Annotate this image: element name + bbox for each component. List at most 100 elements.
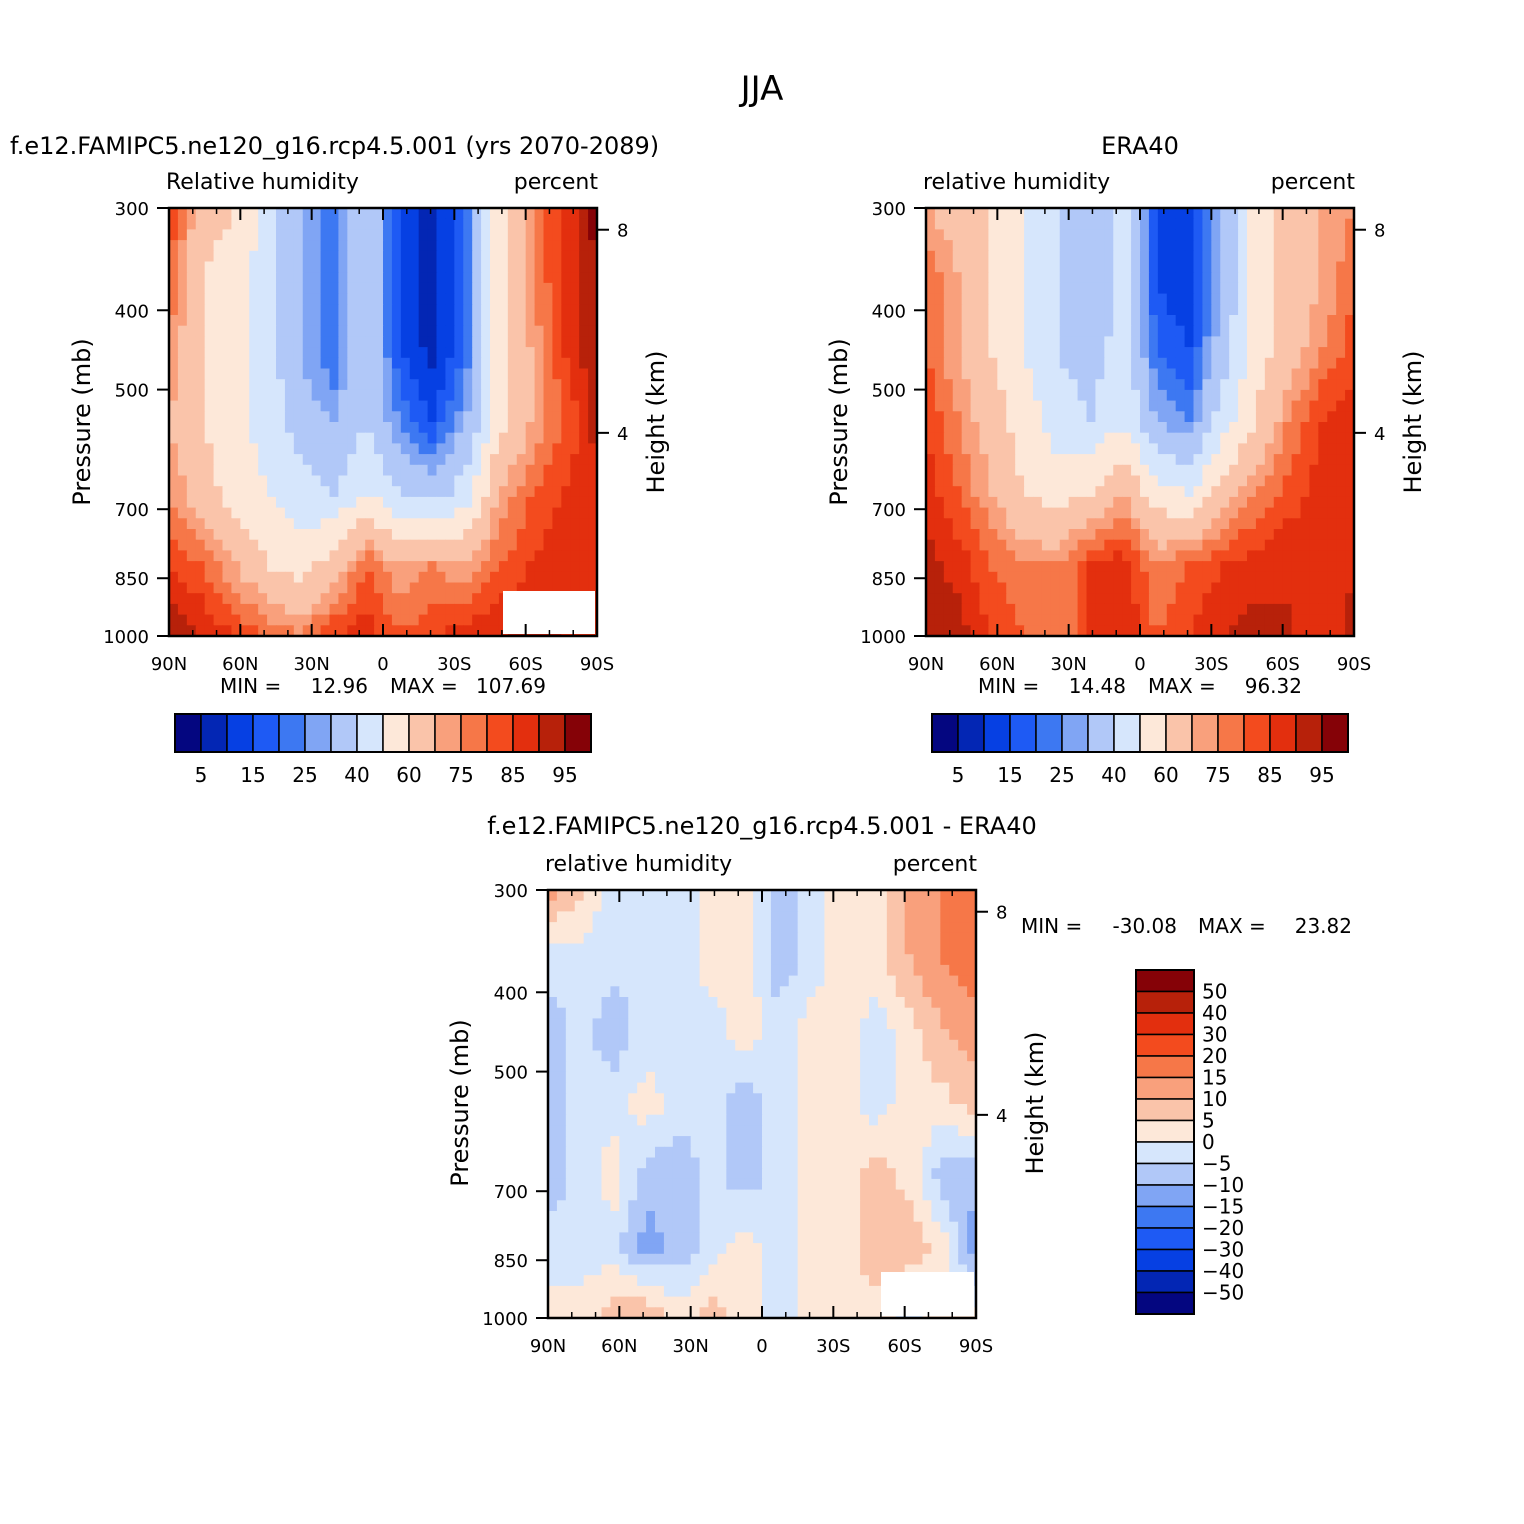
- obs-contour-cell: [1122, 571, 1132, 584]
- model-contour-cell: [427, 336, 438, 348]
- obs-contour-cell: [1345, 304, 1355, 316]
- model-contour-cell: [418, 400, 429, 412]
- obs-contour-cell: [1202, 464, 1212, 477]
- obs-contour-cell: [1033, 496, 1043, 509]
- model-contour-cell: [213, 208, 224, 220]
- obs-contour-cell: [1015, 368, 1025, 380]
- model-contour-cell: [249, 368, 259, 380]
- model-contour-cell: [258, 357, 268, 370]
- obs-contour-cell: [1184, 529, 1195, 541]
- model-contour-cell: [391, 304, 402, 316]
- diff-contour-cell: [762, 986, 772, 998]
- model-contour-cell: [418, 475, 429, 487]
- obs-contour-cell: [1086, 496, 1097, 509]
- model-colorbar-box: [356, 713, 384, 753]
- model-contour-cell: [267, 603, 277, 616]
- model-contour-cell: [454, 539, 464, 551]
- model-contour-cell: [391, 336, 402, 348]
- model-contour-cell: [436, 293, 447, 305]
- diff-contour-cell: [628, 911, 638, 923]
- diff-contour-cell: [610, 943, 620, 955]
- diff-contour-cell: [628, 900, 638, 912]
- obs-contour-cell: [1095, 603, 1105, 616]
- obs-contour-cell: [1327, 550, 1337, 562]
- model-contour-cell: [552, 411, 562, 423]
- diff-contour-cell: [762, 964, 772, 977]
- obs-contour-cell: [1104, 518, 1114, 530]
- obs-contour-cell: [1291, 432, 1302, 444]
- model-contour-cell: [356, 218, 366, 230]
- model-contour-cell: [177, 293, 188, 305]
- obs-contour-cell: [1095, 218, 1105, 230]
- model-contour-cell: [204, 561, 215, 573]
- model-contour-cell: [400, 218, 411, 230]
- model-contour-cell: [418, 272, 429, 284]
- obs-contour-cell: [1077, 379, 1088, 391]
- model-contour-cell: [213, 422, 224, 434]
- diff-contour-cell: [565, 1039, 576, 1052]
- model-contour-cell: [365, 486, 375, 498]
- model-contour-cell: [391, 454, 402, 466]
- obs-contour-cell: [1024, 539, 1034, 551]
- model-contour-cell: [320, 550, 331, 562]
- model-contour-cell: [463, 614, 473, 626]
- model-contour-cell: [258, 475, 268, 487]
- obs-contour-cell: [1175, 550, 1186, 562]
- model-contour-cell: [222, 561, 233, 573]
- model-contour-cell: [356, 593, 366, 605]
- obs-contour-cell: [1140, 454, 1150, 466]
- diff-contour-cell: [824, 1039, 834, 1052]
- obs-contour-cell: [1015, 240, 1025, 252]
- obs-contour-cell: [934, 571, 945, 584]
- model-contour-cell: [481, 250, 491, 263]
- model-contour-cell: [490, 315, 500, 327]
- obs-contour-cell: [1077, 272, 1088, 284]
- diff-contour-cell: [833, 890, 843, 902]
- obs-contour-cell: [1104, 603, 1114, 616]
- obs-contour-cell: [1157, 571, 1168, 584]
- obs-contour-cell: [1006, 443, 1016, 455]
- diff-contour-cell: [601, 954, 612, 966]
- obs-contour-cell: [1113, 336, 1123, 348]
- diff-contour-cell: [574, 1061, 585, 1073]
- model-contour-cell: [400, 368, 411, 380]
- diff-contour-cell: [913, 1018, 924, 1030]
- model-contour-cell: [240, 240, 250, 252]
- model-contour-cell: [258, 486, 268, 498]
- model-contour-cell: [213, 614, 224, 626]
- obs-contour-cell: [943, 571, 954, 584]
- diff-contour-cell: [699, 900, 710, 912]
- model-contour-cell: [454, 496, 464, 509]
- panel-obs-colorbar: 5 15 25 40 60 75 85 95: [931, 713, 1349, 787]
- obs-contour-cell: [1157, 529, 1168, 541]
- obs-contour-cell: [943, 389, 954, 402]
- obs-contour-cell: [1282, 304, 1293, 316]
- model-contour-cell: [311, 357, 322, 370]
- obs-colorbar-label: 5: [952, 763, 965, 787]
- model-contour-cell: [472, 411, 482, 423]
- model-contour-cell: [454, 272, 464, 284]
- diff-contour-cell: [788, 1007, 799, 1019]
- diff-contour-cell: [574, 954, 585, 966]
- model-contour-cell: [302, 518, 313, 530]
- obs-contour-cell: [1264, 347, 1275, 359]
- obs-contour-cell: [934, 218, 945, 230]
- model-contour-cell: [311, 561, 322, 573]
- model-contour-cell: [177, 539, 188, 551]
- model-contour-cell: [267, 389, 277, 402]
- obs-contour-cell: [1059, 347, 1070, 359]
- model-contour-cell: [472, 261, 482, 273]
- obs-contour-cell: [1318, 229, 1328, 241]
- obs-contour-cell: [979, 218, 990, 230]
- model-contour-cell: [400, 603, 411, 616]
- diff-contour-cell: [592, 986, 603, 998]
- model-contour-cell: [169, 218, 179, 230]
- diff-contour-cell: [574, 900, 585, 912]
- model-contour-cell: [436, 486, 447, 498]
- obs-contour-cell: [988, 325, 998, 337]
- model-contour-cell: [552, 432, 562, 444]
- obs-contour-cell: [1184, 507, 1195, 519]
- model-contour-cell: [507, 282, 518, 295]
- obs-contour-cell: [1327, 368, 1337, 380]
- model-contour-cell: [204, 250, 215, 263]
